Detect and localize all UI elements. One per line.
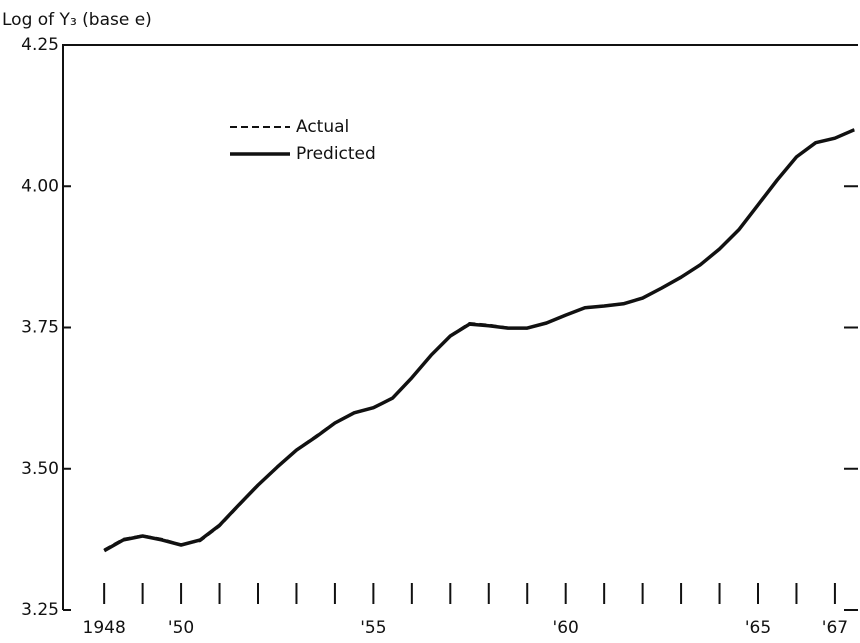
x-tick-label: '55 bbox=[360, 618, 386, 638]
data-line bbox=[103, 128, 855, 553]
x-tick-label: '60 bbox=[553, 618, 579, 638]
y-tick-label: 3.50 bbox=[21, 459, 59, 479]
legend-label: Predicted bbox=[296, 144, 376, 164]
x-tick-label: '67 bbox=[822, 618, 848, 638]
y-tick-label: 4.25 bbox=[21, 35, 59, 55]
x-tick-label: 1948 bbox=[83, 618, 126, 638]
legend-label: Actual bbox=[296, 117, 349, 137]
y-tick-label: 4.00 bbox=[21, 176, 59, 196]
y-axis-label: Log of Y₃ (base e) bbox=[2, 10, 152, 30]
x-tick-label: '65 bbox=[745, 618, 771, 638]
data-line bbox=[103, 128, 855, 551]
axis-frame bbox=[62, 44, 858, 610]
y-tick-label: 3.25 bbox=[21, 600, 59, 620]
x-tick-label: '50 bbox=[168, 618, 194, 638]
y-tick-label: 3.75 bbox=[21, 318, 59, 338]
